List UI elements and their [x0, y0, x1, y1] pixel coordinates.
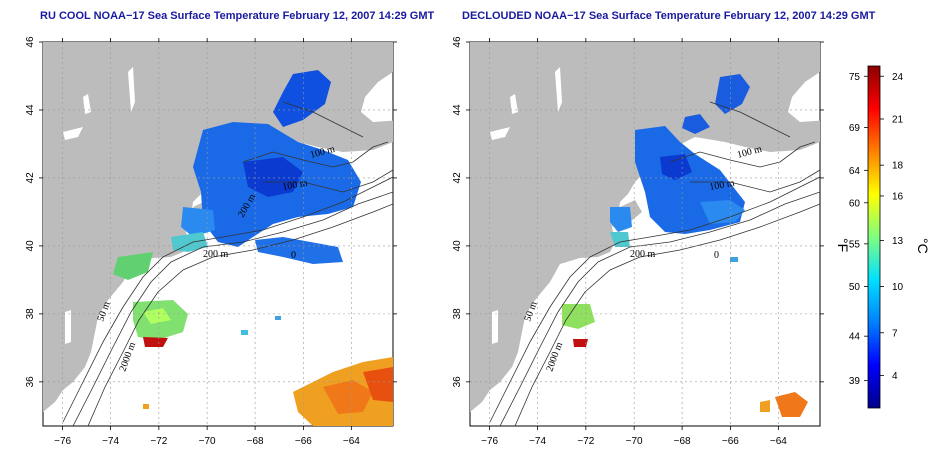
left-map-panel: 100 m 100 m 200 m 200 m 50 m 2000 m 0 −7…: [25, 36, 397, 447]
latitude-tick-label: 40: [25, 240, 36, 252]
sst-data-layer: [562, 74, 808, 417]
latitude-tick-label: 42: [25, 172, 36, 184]
longitude-tick-label: −68: [247, 436, 264, 447]
left-map-title: RU COOL NOAA−17 Sea Surface Temperature …: [40, 10, 435, 22]
longitude-tick-label: −76: [481, 436, 498, 447]
lat-lon-grid: [43, 42, 393, 426]
latitude-tick-label: 36: [25, 376, 36, 388]
longitude-tick-label: −72: [150, 436, 167, 447]
celsius-tick-label: 21: [892, 115, 904, 126]
longitude-tick-label: −70: [626, 436, 643, 447]
colorbar-gradient: [867, 65, 881, 409]
contour-label: 0: [291, 250, 296, 261]
fahrenheit-tick-label: 50: [849, 282, 861, 293]
longitude-tick-label: −72: [577, 436, 594, 447]
celsius-tick-label: 16: [892, 191, 904, 202]
latitude-tick-label: 44: [25, 104, 36, 116]
bathymetry-contours: [489, 101, 820, 426]
celsius-tick-label: 4: [892, 371, 898, 382]
fahrenheit-tick-label: 55: [849, 239, 861, 250]
latitude-tick-label: 36: [452, 376, 463, 388]
contour-label: 0: [714, 250, 719, 261]
contour-label: 100 m: [282, 178, 309, 193]
longitude-tick-label: −64: [343, 436, 360, 447]
lat-lon-grid: [470, 42, 820, 426]
latitude-tick-label: 46: [452, 36, 463, 48]
longitude-tick-label: −66: [295, 436, 312, 447]
right-map-panel: 100 m 100 m 200 m 50 m 2000 m 0 −76 −74 −7…: [452, 36, 824, 447]
latitude-tick-label: 44: [452, 104, 463, 116]
celsius-ticks: 24 21 18 16 13 10 7 4: [880, 72, 904, 382]
temperature-colorbar: 75 69 64 60 55 50 44 39 24 21 18 16 13 10 7 4 °F °C: [835, 65, 931, 409]
fahrenheit-ticks: 75 69 64 60 55 50 44 39: [849, 72, 868, 387]
celsius-tick-label: 10: [892, 282, 904, 293]
sst-data-layer: [113, 70, 393, 426]
longitude-tick-label: −76: [54, 436, 71, 447]
latitude-tick-label: 40: [452, 240, 463, 252]
axis-ticks: −76 −74 −72 −70 −68 −66 −64 46 44 42 40 38 36: [452, 36, 824, 447]
contour-label: 100 m: [709, 178, 736, 193]
latitude-tick-label: 42: [452, 172, 463, 184]
fahrenheit-tick-label: 60: [849, 198, 861, 209]
longitude-tick-label: −66: [722, 436, 739, 447]
contour-label: 200 m: [630, 249, 656, 260]
fahrenheit-tick-label: 39: [849, 376, 861, 387]
bathymetry-contours: [62, 101, 393, 426]
fahrenheit-tick-label: 75: [849, 72, 861, 83]
celsius-tick-label: 24: [892, 72, 904, 83]
fahrenheit-unit-label: °F: [835, 238, 851, 252]
latitude-tick-label: 38: [25, 308, 36, 320]
celsius-tick-label: 18: [892, 161, 904, 172]
celsius-tick-label: 7: [892, 328, 898, 339]
longitude-tick-label: −70: [199, 436, 216, 447]
longitude-tick-label: −74: [102, 436, 119, 447]
longitude-tick-label: −74: [529, 436, 546, 447]
contour-label: 200 m: [203, 249, 229, 260]
latitude-tick-label: 38: [452, 308, 463, 320]
fahrenheit-tick-label: 44: [849, 332, 861, 343]
longitude-tick-label: −68: [674, 436, 691, 447]
celsius-tick-label: 13: [892, 236, 904, 247]
fahrenheit-tick-label: 64: [849, 166, 861, 177]
latitude-tick-label: 46: [25, 36, 36, 48]
right-map-title: DECLOUDED NOAA−17 Sea Surface Temperatur…: [462, 10, 876, 22]
fahrenheit-tick-label: 69: [849, 123, 861, 134]
longitude-tick-label: −64: [770, 436, 787, 447]
celsius-unit-label: °C: [915, 238, 931, 254]
axis-ticks: −76 −74 −72 −70 −68 −66 −64 46 44 42 40 38 36: [25, 36, 397, 447]
